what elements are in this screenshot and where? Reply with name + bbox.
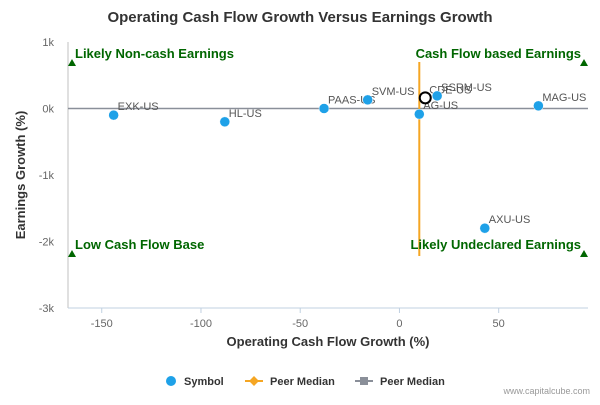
data-point[interactable]	[318, 103, 330, 114]
quadrant-top-left-label: Likely Non-cash Earnings	[75, 46, 234, 61]
watermark: www.capitalcube.com	[502, 386, 590, 396]
data-point[interactable]	[108, 109, 119, 121]
data-point-label: AXU-US	[489, 214, 531, 226]
data-point-label: EXK-US	[118, 101, 159, 113]
data-point[interactable]	[362, 94, 373, 106]
quadrant-bottom-left-triangle-icon	[68, 250, 76, 257]
x-tick-label: 0	[396, 318, 402, 330]
x-axis-ticks: -150 -100 -50 0 50	[91, 308, 505, 330]
x-tick-label: -100	[190, 318, 212, 330]
y-tick-label: -1k	[39, 170, 55, 182]
y-tick-label: 0k	[42, 104, 54, 116]
x-tick-label: 50	[493, 318, 505, 330]
y-tick-label: -2k	[39, 237, 55, 249]
legend-peer-median-x-label[interactable]: Peer Median	[270, 376, 335, 388]
chart-legend: Symbol Peer Median Peer Median	[166, 376, 445, 388]
x-tick-label: -50	[292, 318, 308, 330]
quadrant-labels: Likely Non-cash Earnings Cash Flow based…	[75, 46, 581, 252]
x-tick-label: -150	[91, 318, 113, 330]
data-point[interactable]	[431, 90, 443, 102]
data-point[interactable]	[479, 222, 491, 234]
data-point-label: SSRM-US	[441, 82, 492, 94]
y-axis-label: Earnings Growth (%)	[13, 111, 28, 240]
data-point[interactable]	[533, 100, 544, 112]
legend-peer-median-y-label[interactable]: Peer Median	[380, 376, 445, 388]
data-point[interactable]	[414, 108, 425, 120]
legend-symbol-dot-icon	[166, 376, 176, 386]
data-point-label: HL-US	[229, 108, 262, 120]
quadrant-top-right-triangle-icon	[580, 59, 588, 66]
legend-symbol-label[interactable]: Symbol	[184, 376, 224, 388]
quadrant-markers	[68, 59, 588, 257]
highlighted-point[interactable]	[418, 91, 432, 105]
quadrant-top-left-triangle-icon	[68, 59, 76, 66]
quadrant-top-right-label: Cash Flow based Earnings	[416, 46, 581, 61]
x-axis-label: Operating Cash Flow Growth (%)	[227, 334, 430, 349]
legend-peer-median-diamond-icon	[249, 376, 259, 386]
quadrant-bottom-right-label: Likely Undeclared Earnings	[410, 237, 581, 252]
chart-title: Operating Cash Flow Growth Versus Earnin…	[107, 9, 492, 26]
y-axis-ticks: 1k 0k -1k -2k -3k	[39, 37, 55, 315]
legend-peer-median-square-icon	[360, 377, 368, 385]
y-tick-label: 1k	[42, 37, 54, 49]
data-point-label: SVM-US	[372, 86, 415, 98]
data-point-label: MAG-US	[542, 92, 586, 104]
data-points: EXK-USHL-USPAAS-USSVM-USAG-USCDE-USSSRM-…	[108, 82, 586, 234]
quadrant-bottom-left-label: Low Cash Flow Base	[75, 237, 204, 252]
data-point[interactable]	[219, 116, 231, 128]
y-tick-label: -3k	[39, 303, 55, 315]
peer-median-lines	[68, 62, 588, 256]
data-point-label: AG-US	[423, 100, 458, 112]
quadrant-bottom-right-triangle-icon	[580, 250, 588, 257]
